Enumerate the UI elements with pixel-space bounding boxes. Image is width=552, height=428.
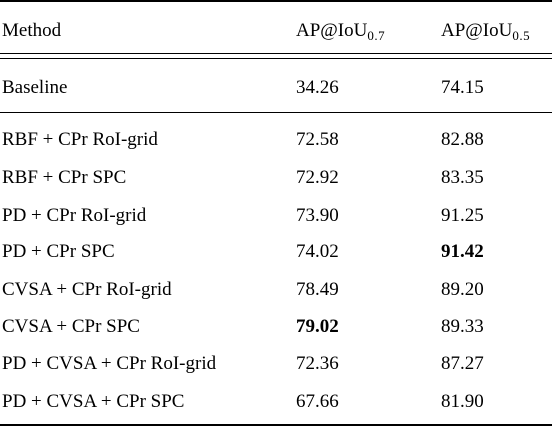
baseline-separator-rule [0,112,552,113]
row-ap05: 82.88 [441,129,484,150]
baseline-ap07: 34.26 [296,77,339,98]
header-ap07: AP@IoU0.7 [296,19,385,43]
row-method: RBF + CPr RoI-grid [2,129,158,150]
row-method: PD + CVSA + CPr SPC [2,391,185,412]
header-double-rule-lower [0,58,552,59]
row-ap07: 67.66 [296,391,339,412]
row-method: PD + CPr RoI-grid [2,205,147,226]
row-ap05-best: 91.42 [441,241,484,262]
baseline-method: Baseline [2,77,68,98]
row-method: RBF + CPr SPC [2,167,127,188]
baseline-ap05: 74.15 [441,77,484,98]
row-ap05: 89.20 [441,279,484,300]
row-ap07: 72.36 [296,353,339,374]
table-bottom-rule [0,424,552,426]
table-top-rule [0,0,552,2]
row-ap07: 72.92 [296,167,339,188]
row-ap07: 73.90 [296,205,339,226]
row-ap07-best: 79.02 [296,316,339,337]
row-ap05: 91.25 [441,205,484,226]
header-ap07-label: AP@IoU [296,20,368,41]
header-method: Method [2,20,62,41]
row-method: CVSA + CPr SPC [2,316,140,337]
row-ap05: 81.90 [441,391,484,412]
row-ap05: 89.33 [441,316,484,337]
row-ap07: 72.58 [296,129,339,150]
row-method: PD + CPr SPC [2,241,115,262]
header-ap05-subscript: 0.5 [512,28,531,43]
row-ap07: 78.49 [296,279,339,300]
header-double-rule-upper [0,53,552,54]
row-ap05: 87.27 [441,353,484,374]
row-method: PD + CVSA + CPr RoI-grid [2,353,217,374]
row-ap05: 83.35 [441,167,484,188]
row-method: CVSA + CPr RoI-grid [2,279,172,300]
header-ap05: AP@IoU0.5 [441,19,530,43]
header-ap07-subscript: 0.7 [367,28,386,43]
row-ap07: 74.02 [296,241,339,262]
header-ap05-label: AP@IoU [441,20,513,41]
